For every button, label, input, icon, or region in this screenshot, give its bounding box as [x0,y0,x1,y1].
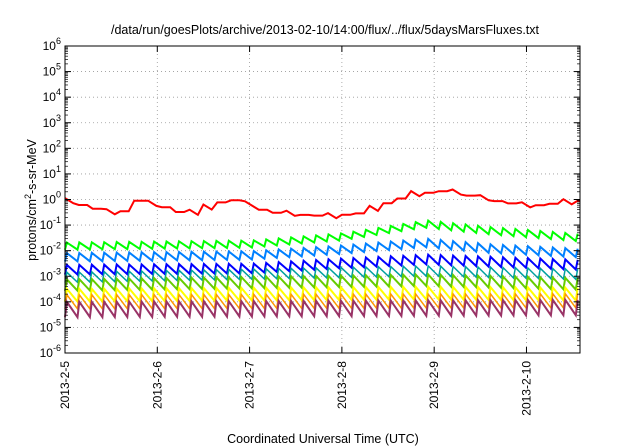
y-tick-label-exp: 4 [56,87,61,97]
y-tick-label-base: 10 [43,167,57,181]
x-tick-label: 2013-2-5 [58,361,72,409]
y-tick-label-base: 10 [43,116,57,130]
series-line-3 [64,252,579,277]
y-tick-label-exp: 6 [56,36,61,46]
y-tick-label-base: 10 [40,346,54,360]
y-tick-label: 10-6 [40,343,61,360]
series-line-1 [64,218,579,252]
x-tick-label: 2013-2-7 [243,361,257,409]
y-tick-label-exp: -4 [53,292,61,302]
x-tick-label: 2013-2-10 [519,361,533,416]
series-line-5 [64,272,579,293]
y-axis-label-rest: -s-sr-MeV [25,138,39,194]
y-tick-label-base: 10 [40,295,54,309]
chart-title: /data/run/goesPlots/archive/2013-02-10/1… [111,23,540,37]
x-axis: 2013-2-5 2013-2-6 2013-2-7 2013-2-8 2013-2-9… [58,46,533,416]
y-tick-label-base: 10 [40,269,54,283]
y-tick-label: 105 [43,62,61,79]
y-tick-label: 10-5 [40,317,61,334]
y-tick-label: 10-4 [40,292,61,309]
y-tick-label: 100 [43,190,61,207]
y-tick-label: 103 [43,113,61,130]
y-tick-label-exp: -5 [53,317,61,327]
series-line-6 [64,284,579,304]
x-tick-label: 2013-2-6 [150,361,164,409]
y-tick-label: 102 [43,138,61,155]
y-axis: 10-610-510-410-310-210-11001011021031041… [40,36,580,360]
y-tick-label-exp: 2 [56,138,61,148]
y-tick-label: 106 [43,36,61,53]
y-tick-label-base: 10 [40,244,54,258]
y-tick-label: 104 [43,87,61,104]
y-tick-label-base: 10 [43,90,57,104]
series-line-2 [64,237,579,264]
y-tick-label-exp: -2 [53,241,61,251]
series-line-4 [64,264,579,284]
series-line-0 [64,188,580,220]
x-axis-label: Coordinated Universal Time (UTC) [227,432,419,446]
y-tick-label-exp: 1 [56,164,61,174]
y-tick-label-base: 10 [40,218,54,232]
y-tick-label-exp: 0 [56,190,61,200]
y-tick-label-base: 10 [43,141,57,155]
series-layer [64,188,580,320]
y-tick-label-base: 10 [40,320,54,334]
y-tick-label: 10-2 [40,241,61,258]
y-axis-label-sup: 2 [23,194,33,199]
y-tick-label-exp: -6 [53,343,61,353]
y-tick-label: 10-3 [40,266,61,283]
y-axis-label: protons/cm2-s-sr-MeV [23,138,39,260]
x-tick-label: 2013-2-9 [427,361,441,409]
y-tick-label: 10-1 [40,215,61,232]
y-tick-label-base: 10 [43,39,57,53]
x-tick-label: 2013-2-8 [335,361,349,409]
series-line-7 [64,291,579,311]
y-tick-label-exp: -3 [53,266,61,276]
y-tick-label-exp: 3 [56,113,61,123]
y-axis-label-base: protons/cm [25,199,39,261]
y-tick-label-base: 10 [43,65,57,79]
series-line-8 [64,297,579,320]
y-tick-label-exp: 5 [56,62,61,72]
y-tick-label-base: 10 [43,193,57,207]
y-tick-label-exp: -1 [53,215,61,225]
y-tick-label: 101 [43,164,61,181]
